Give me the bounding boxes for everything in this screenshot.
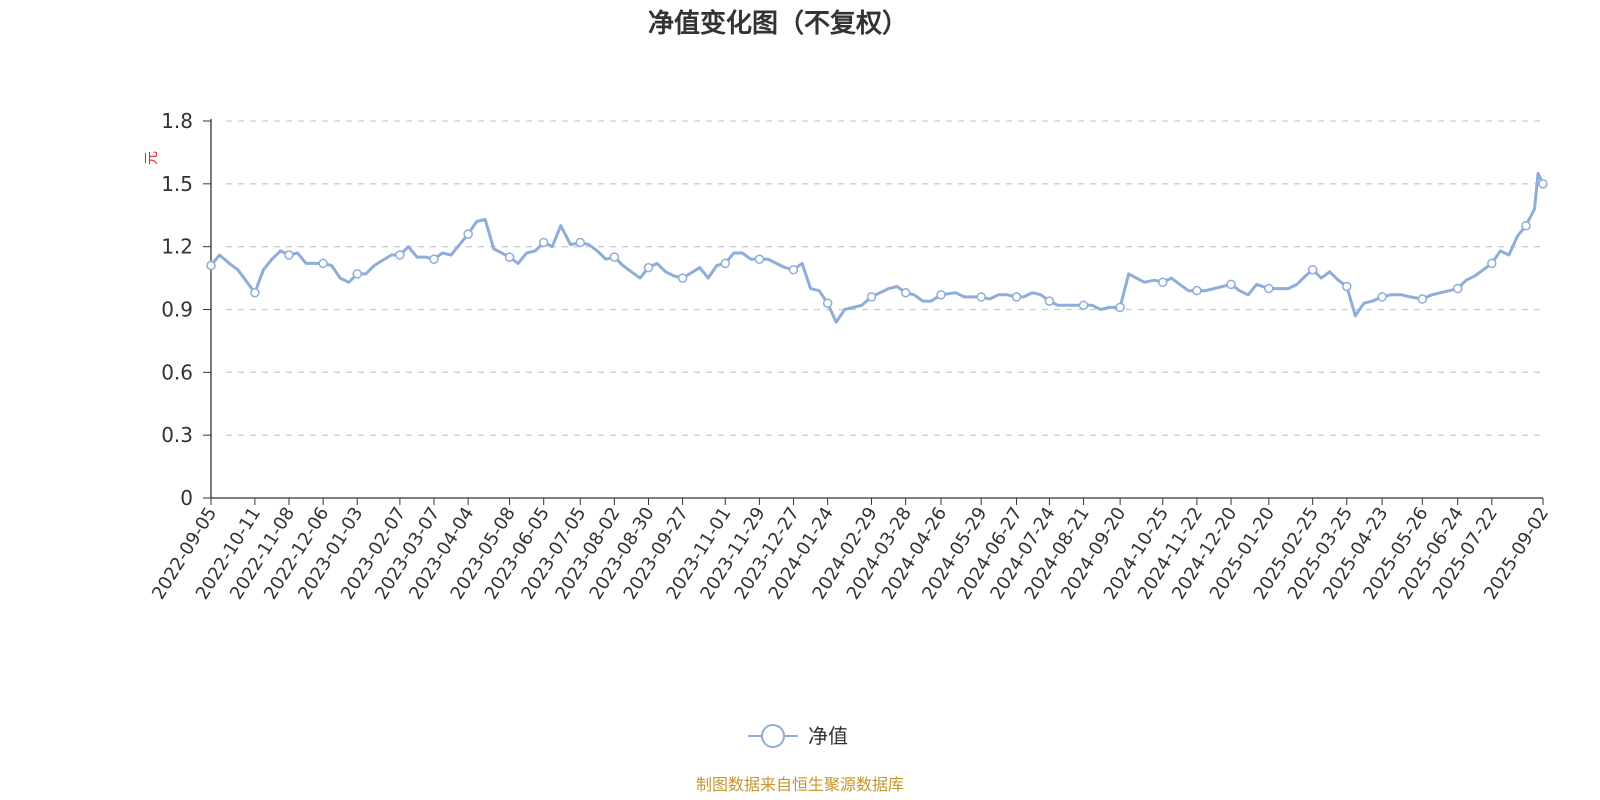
data-point-marker[interactable] [1192, 285, 1202, 296]
series-line [209, 171, 1545, 324]
data-point-marker[interactable] [1521, 220, 1531, 231]
data-point-marker[interactable] [1487, 258, 1497, 269]
data-point-marker[interactable] [284, 250, 294, 260]
data-point-marker[interactable] [1377, 292, 1387, 302]
data-point-marker[interactable] [1044, 296, 1055, 306]
axes [203, 119, 1544, 505]
data-point-marker[interactable] [822, 298, 833, 308]
series-layer [206, 171, 1548, 324]
y-tick-label: 0 [180, 486, 193, 510]
data-point-marker[interactable] [1078, 300, 1089, 311]
y-axis-unit-label: 元 [144, 151, 160, 165]
x-tick-labels: 2022-09-052022-10-112022-11-082022-12-06… [148, 504, 1553, 604]
data-point-marker[interactable] [720, 258, 731, 269]
grid-lines [226, 120, 1540, 436]
data-point-marker[interactable] [352, 269, 362, 279]
y-tick-label: 1.5 [161, 172, 193, 196]
data-point-marker[interactable] [575, 237, 586, 248]
data-point-marker[interactable] [1538, 179, 1548, 189]
legend-marker-icon [761, 724, 785, 748]
y-tick-label: 0.6 [161, 360, 193, 384]
data-point-marker[interactable] [1158, 277, 1168, 288]
data-point-marker[interactable] [1264, 283, 1274, 294]
y-tick-label: 1.2 [161, 235, 193, 259]
data-point-marker[interactable] [206, 260, 216, 271]
data-point-marker[interactable] [936, 290, 946, 300]
data-point-marker[interactable] [250, 287, 260, 298]
data-point-marker[interactable] [609, 252, 620, 262]
data-point-marker[interactable] [504, 252, 515, 262]
data-point-marker[interactable] [429, 254, 439, 264]
data-point-marker[interactable] [1226, 279, 1236, 290]
data-point-marker[interactable] [463, 229, 473, 239]
data-point-marker[interactable] [1115, 302, 1125, 313]
data-point-marker[interactable] [1342, 281, 1352, 292]
data-point-marker[interactable] [1307, 264, 1318, 275]
data-point-marker[interactable] [1417, 294, 1428, 304]
data-point-marker[interactable] [395, 250, 405, 260]
data-point-marker[interactable] [1452, 283, 1463, 294]
data-point-marker[interactable] [754, 254, 765, 264]
data-point-marker[interactable] [1011, 292, 1022, 302]
y-tick-label: 0.9 [161, 298, 193, 322]
data-point-marker[interactable] [976, 292, 986, 302]
y-tick-label: 0.3 [161, 423, 193, 447]
data-point-marker[interactable] [788, 264, 799, 275]
data-source-note: 制图数据来自恒生聚源数据库 [696, 775, 904, 794]
data-point-marker[interactable] [643, 262, 654, 273]
data-point-marker[interactable] [318, 258, 328, 269]
legend-label: 净值 [808, 724, 848, 748]
data-point-marker[interactable] [866, 292, 877, 302]
data-point-marker[interactable] [677, 273, 688, 283]
chart-title: 净值变化图（不复权） [648, 8, 908, 39]
legend[interactable]: 净值 [748, 724, 848, 748]
data-point-marker[interactable] [900, 287, 911, 298]
y-tick-labels: 0 0.3 0.6 0.9 1.2 1.5 1.8 [161, 109, 193, 510]
data-point-marker[interactable] [538, 237, 549, 248]
y-tick-label: 1.8 [161, 109, 193, 133]
